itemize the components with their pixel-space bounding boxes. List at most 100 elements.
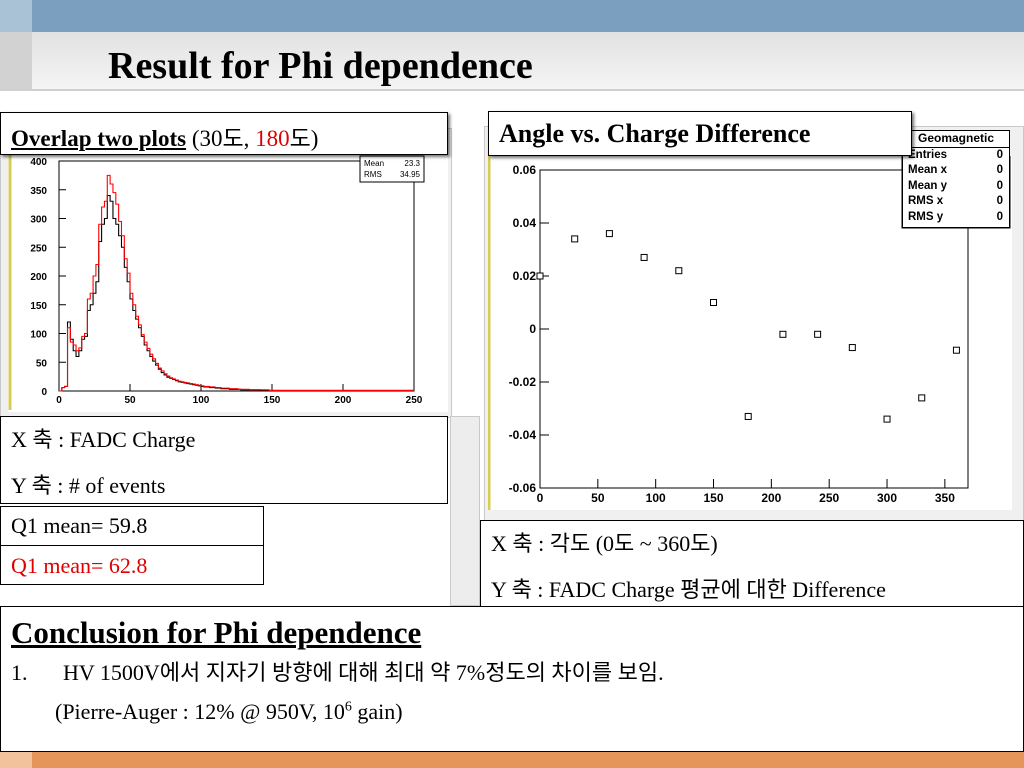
hist-xtick-label: 150	[264, 395, 281, 406]
scatter-ytick-label: 0.02	[513, 269, 537, 283]
hist-ytick-label: 300	[30, 215, 47, 226]
histogram-chart: 0 50 100 150 200 250050100150200250300350400 …	[8, 152, 448, 412]
scatter-stats-title: Geomagnetic	[903, 131, 1009, 148]
conclusion-box: Conclusion for Phi dependence 1. HV 1500V…	[0, 606, 1024, 752]
conclusion-note-pre: (Pierre-Auger : 12% @ 950V, 10	[55, 699, 345, 724]
title-divider	[0, 89, 1024, 91]
histogram-plot-area	[58, 160, 415, 392]
scatter-xtick-label: 50	[591, 491, 605, 505]
q1-mean-black: Q1 mean= 59.8	[11, 513, 148, 538]
scatter-point	[675, 267, 683, 275]
hist-xtick-label: 200	[335, 395, 352, 406]
conclusion-note: (Pierre-Auger : 12% @ 950V, 106 gain)	[11, 699, 1023, 725]
scatter-ytick-label: -0.02	[509, 375, 537, 389]
slide-title: Result for Phi dependence	[108, 45, 533, 87]
scatter-plot-area	[539, 169, 969, 489]
scatter-stats-value: 0	[996, 195, 1003, 207]
scatter-tick-labels: 0 50 100 150 200 250 300 350 0.06 0.04 0.02 0 -0.02 -…	[509, 163, 956, 505]
overlap-caption-bold: Overlap two plots	[11, 126, 187, 151]
hist-ytick-label: 200	[30, 272, 47, 283]
scatter-point	[744, 412, 752, 420]
histogram-x-axis-text: X 축 : FADC Charge	[11, 427, 196, 452]
plot-gap-frame	[450, 416, 480, 606]
scatter-xtick-label: 100	[646, 491, 666, 505]
title-band	[0, 32, 1024, 90]
scatter-x-axis-text: X 축 : 각도 (0도 ~ 360도)	[491, 531, 718, 556]
conclusion-title: Conclusion for Phi dependence	[11, 615, 422, 650]
scatter-ytick-label: 0	[529, 322, 536, 336]
hist-stat-rms-value: 34.95	[400, 170, 421, 179]
q1-mean-red-box: Q1 mean= 62.8	[0, 545, 264, 585]
scatter-stats-value: 0	[996, 148, 1003, 161]
scatter-point	[779, 330, 787, 338]
angle-caption-box: Angle vs. Charge Difference	[488, 111, 912, 156]
hist-ytick-label: 50	[36, 358, 48, 369]
scatter-xtick-label: 200	[761, 491, 781, 505]
scatter-point	[848, 344, 856, 352]
scatter-point	[536, 272, 544, 280]
hist-ytick-label: 400	[30, 157, 47, 168]
scatter-stats-row: Mean x 0	[908, 163, 1003, 179]
scatter-stats-label: Entries	[908, 148, 947, 161]
scatter-stats-label: Mean x	[908, 164, 947, 176]
scatter-point	[814, 330, 822, 338]
overlap-caption-box: Overlap two plots (30도, 180도)	[0, 112, 448, 155]
histogram-stats-box: Mean 23.3 RMS 34.95	[359, 155, 425, 183]
hist-xtick-label: 0	[56, 395, 62, 406]
scatter-stats-row: RMS y 0	[908, 210, 1003, 226]
scatter-point	[952, 346, 960, 354]
scatter-stats-label: RMS y	[908, 210, 944, 223]
header-bar	[0, 0, 1024, 32]
scatter-points	[536, 230, 960, 423]
angle-caption: Angle vs. Charge Difference	[499, 119, 811, 148]
hist-ytick-label: 100	[30, 330, 47, 341]
conclusion-item-1: 1. HV 1500V에서 지자기 방향에 대해 최대 약 7%정도의 차이를 보…	[11, 655, 1023, 687]
scatter-xtick-label: 300	[877, 491, 897, 505]
scatter-stats-label: RMS x	[908, 195, 944, 207]
hist-xtick-label: 250	[406, 395, 423, 406]
hist-ytick-label: 250	[30, 243, 47, 254]
conclusion-note-sup: 6	[344, 699, 352, 715]
scatter-point	[918, 394, 926, 402]
scatter-xtick-label: 350	[935, 491, 955, 505]
hist-xtick-label: 100	[193, 395, 210, 406]
footer-bar	[0, 752, 1024, 768]
title-band-corner	[0, 32, 32, 90]
scatter-ytick-label: 0.06	[513, 163, 537, 177]
histogram-y-axis-text: Y 축 : # of events	[11, 473, 166, 498]
scatter-ytick-label: -0.04	[509, 428, 537, 442]
conclusion-item-text: HV 1500V에서 지자기 방향에 대해 최대 약 7%정도의 차이를 보임.	[63, 660, 664, 685]
hist-stat-rms-label: RMS	[364, 170, 382, 179]
scatter-stats-value: 0	[996, 210, 1003, 223]
histogram-tick-labels: 0 50 100 150 200 250 0 50 100 150 200 250 300 350 400	[30, 157, 422, 406]
scatter-point	[710, 299, 718, 306]
scatter-point	[605, 230, 613, 238]
scatter-stats-value: 0	[996, 164, 1003, 176]
scatter-stats-row: RMS x 0	[908, 194, 1003, 210]
hist-ytick-label: 350	[30, 186, 47, 197]
histogram-series	[59, 174, 414, 392]
q1-mean-black-box: Q1 mean= 59.8	[0, 506, 264, 546]
scatter-ytick-label: 0.04	[513, 216, 537, 230]
scatter-stats-label: Mean y	[908, 179, 947, 192]
q1-mean-red: Q1 mean= 62.8	[11, 553, 148, 578]
scatter-ytick-label: -0.06	[509, 481, 537, 495]
scatter-stats-row: Entries 0	[908, 148, 1003, 164]
scatter-point	[883, 415, 891, 423]
hist-stat-mean-label: Mean	[364, 159, 384, 168]
scatter-point	[571, 235, 579, 243]
scatter-point	[640, 253, 648, 261]
hist-series-line-1	[59, 174, 414, 392]
header-corner	[0, 0, 32, 32]
overlap-caption-pre: (30도,	[191, 126, 256, 151]
overlap-caption-red: 180	[255, 126, 290, 151]
hist-stat-mean-value: 23.3	[404, 159, 420, 168]
scatter-xtick-label: 0	[537, 491, 544, 505]
conclusion-item-number: 1.	[11, 660, 28, 685]
footer-corner	[0, 752, 32, 768]
scatter-chart: 0 50 100 150 200 250 300 350 0.06 0.04 0.02 0 -0.02 -…	[488, 156, 1012, 510]
scatter-y-axis-text: Y 축 : FADC Charge 평균에 대한 Difference	[491, 577, 886, 602]
overlap-caption-post: 도)	[289, 126, 319, 151]
scatter-xtick-label: 250	[819, 491, 839, 505]
scatter-stats-value: 0	[996, 179, 1003, 192]
